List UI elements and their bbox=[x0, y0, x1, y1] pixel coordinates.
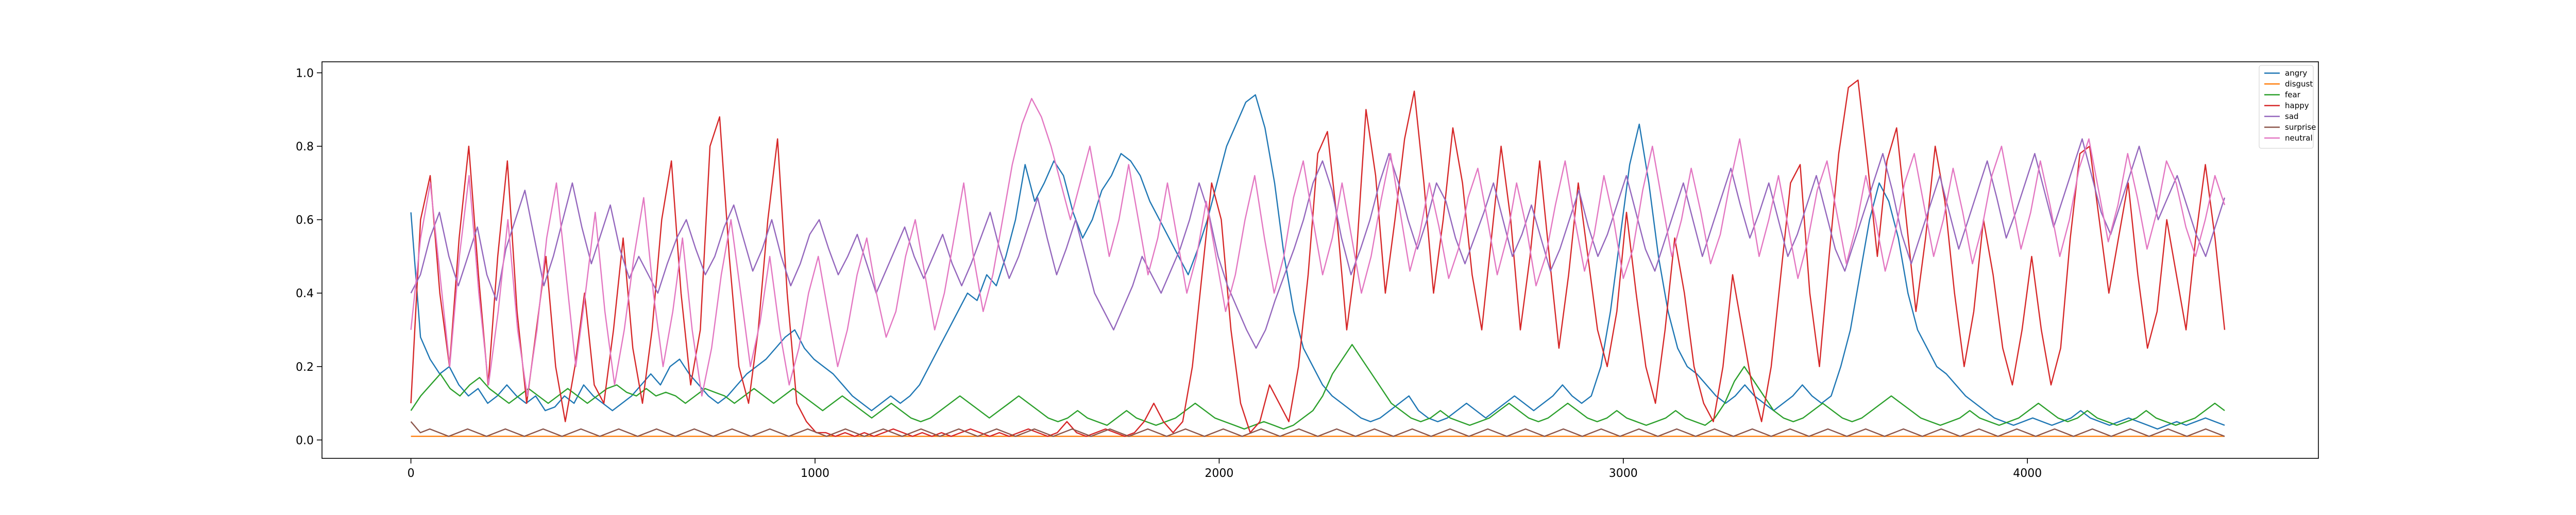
legend-label-surprise: surprise bbox=[2285, 123, 2316, 132]
series-layer bbox=[410, 79, 2226, 437]
y-tick-label: 0.0 bbox=[296, 434, 314, 447]
legend-label-happy: happy bbox=[2285, 101, 2309, 110]
x-tick-label: 4000 bbox=[2013, 467, 2042, 480]
legend-label-fear: fear bbox=[2285, 90, 2301, 99]
x-axis: 0 1000 2000 3000 4000 bbox=[408, 458, 2042, 480]
axes-frame bbox=[321, 61, 2319, 459]
legend-label-neutral: neutral bbox=[2285, 133, 2313, 143]
series-line-fear bbox=[410, 344, 2225, 430]
series-line-sad bbox=[410, 138, 2226, 349]
y-tick-label: 0.6 bbox=[296, 214, 314, 227]
x-tick-label: 2000 bbox=[1205, 467, 1233, 480]
y-axis: 0.0 0.2 0.4 0.6 0.8 1.0 bbox=[296, 67, 322, 447]
y-tick-label: 1.0 bbox=[296, 67, 314, 80]
x-tick-label: 3000 bbox=[1609, 467, 1638, 480]
series-line-angry bbox=[410, 94, 2225, 430]
legend-label-disgust: disgust bbox=[2285, 79, 2313, 89]
series-line-surprise bbox=[410, 421, 2225, 437]
legend-label-sad: sad bbox=[2285, 112, 2299, 121]
y-tick-label: 0.2 bbox=[296, 361, 314, 374]
series-line-happy bbox=[410, 79, 2226, 437]
y-tick-label: 0.8 bbox=[296, 141, 314, 153]
y-tick-label: 0.4 bbox=[296, 287, 314, 300]
legend-label-angry: angry bbox=[2285, 68, 2307, 78]
x-tick-label: 0 bbox=[408, 467, 415, 480]
series-line-neutral bbox=[410, 98, 2226, 397]
x-tick-label: 1000 bbox=[801, 467, 829, 480]
